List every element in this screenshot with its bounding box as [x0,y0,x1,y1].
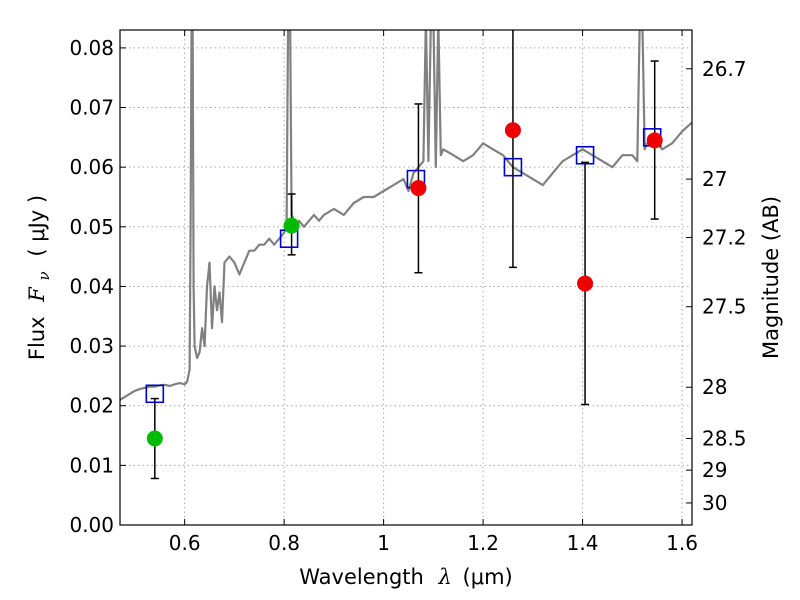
x-tick-label: 0.8 [268,531,300,555]
y-axis-label-unit: ( μJy ) [25,195,49,257]
x-tick-label: 1 [377,531,390,555]
green-data-point [283,217,300,234]
mag-tick-label: 27.2 [702,226,747,250]
x-axis-label: Wavelength λ (μm) [299,565,512,589]
model-photometry-square [575,145,595,165]
model-spectrum-line [120,30,692,401]
y-tick-label: 0.01 [69,453,114,477]
y-tick-label: 0.03 [69,334,114,358]
x-tick-label: 1.2 [467,531,499,555]
red-data-point [646,132,663,149]
y2-axis-label: Magnitude (AB) [759,196,783,359]
y-axis-label: Flux F ν ( μJy ) [25,195,54,360]
red-data-point [504,122,521,139]
red-data-point [577,275,594,292]
y-axis-label-subscript: ν [35,271,53,280]
x-tick-label: 1.6 [666,531,698,555]
x-tick-label: 0.6 [169,531,201,555]
green-data-point [146,430,163,447]
red-data-point [410,180,427,197]
mag-tick-label: 26.7 [702,57,747,81]
grid [120,30,692,525]
mag-tick-label: 27.5 [702,295,747,319]
mag-tick-label: 28.5 [702,427,747,451]
plot-frame [119,29,693,526]
y-tick-label: 0.02 [69,394,114,418]
mag-tick-label: 30 [702,491,727,515]
y-tick-label: 0.00 [69,513,114,537]
y-axis-label-prefix: Flux [25,316,49,360]
mag-tick-label: 29 [702,458,727,482]
axis-ticks: 0.6 0.8 1 1.2 1.4 1.6 0.00 0.01 0.02 0.03 0.04 0.05… [69,30,747,555]
mag-tick-label: 27 [702,167,727,191]
plot-series [120,30,692,480]
x-axis-label-unit: (μm) [463,565,513,589]
x-tick-label: 1.4 [567,531,599,555]
y-tick-label: 0.07 [69,96,114,120]
mag-tick-label: 28 [702,375,727,399]
x-axis-label-prefix: Wavelength [299,565,424,589]
x-axis-label-symbol: λ [438,565,452,589]
y-tick-label: 0.05 [69,215,114,239]
y-tick-label: 0.06 [69,155,114,179]
y-tick-label: 0.08 [69,36,114,60]
y-tick-label: 0.04 [69,274,114,298]
model-photometry-square [145,384,165,404]
model-photometry-square [503,157,523,177]
y-axis-label-symbol: F [25,286,49,303]
